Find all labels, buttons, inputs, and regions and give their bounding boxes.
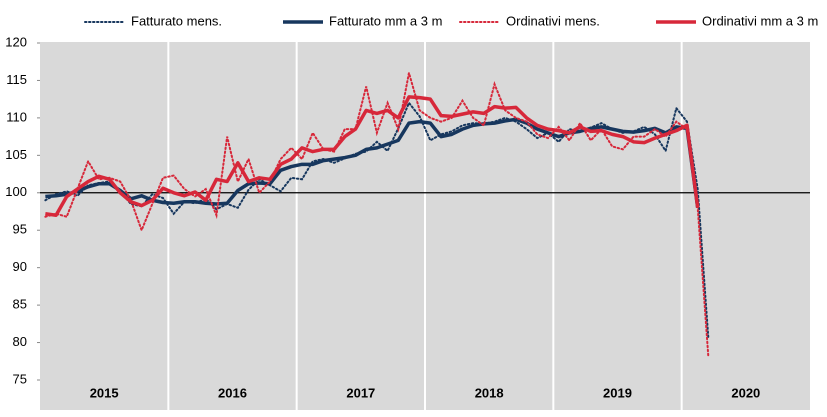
y-tick-label: 80 <box>13 334 27 349</box>
y-tick-label: 90 <box>13 259 27 274</box>
x-tick-label: 2018 <box>475 385 504 400</box>
x-tick-label: 2019 <box>603 385 632 400</box>
y-tick-label: 105 <box>5 147 27 162</box>
y-tick-label: 95 <box>13 222 27 237</box>
x-tick-label: 2016 <box>218 385 247 400</box>
legend-label: Fatturato mens. <box>131 13 222 28</box>
y-tick-label: 115 <box>6 72 27 87</box>
y-tick-label: 75 <box>13 371 27 386</box>
y-tick-label: 85 <box>13 297 27 312</box>
legend-label: Fatturato mm a 3 m <box>329 13 442 28</box>
legend-label: Ordinativi mens. <box>506 13 600 28</box>
x-tick-label: 2017 <box>346 385 375 400</box>
x-tick-label: 2020 <box>731 385 760 400</box>
legend-label: Ordinativi mm a 3 m <box>702 13 818 28</box>
y-tick-label: 100 <box>5 184 27 199</box>
x-tick-label: 2015 <box>90 385 119 400</box>
series-line <box>45 95 700 217</box>
y-tick-label: 120 <box>5 34 27 49</box>
y-tick-label: 110 <box>6 109 27 124</box>
